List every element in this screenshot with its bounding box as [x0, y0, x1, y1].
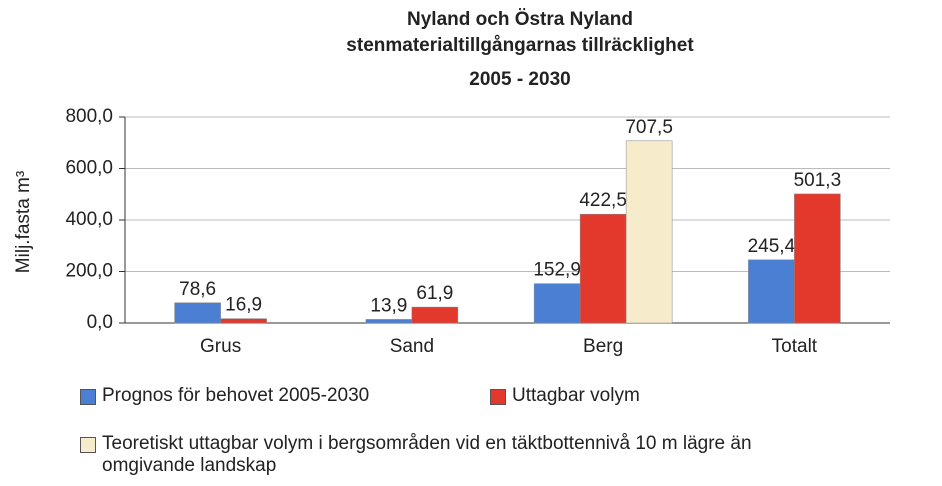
- data-label: 501,3: [794, 170, 842, 191]
- legend-swatch: [80, 389, 96, 405]
- legend-item: Prognos för behovet 2005-2030: [80, 385, 369, 407]
- bar: [579, 213, 627, 324]
- data-label: 61,9: [416, 283, 453, 304]
- y-tick-label: 400,0: [65, 209, 113, 230]
- legend-label: Prognos för behovet 2005-2030: [102, 385, 370, 406]
- x-tick-label: Berg: [583, 336, 623, 357]
- x-tick-label: Totalt: [772, 336, 818, 357]
- bar: [794, 193, 841, 324]
- bar: [365, 319, 413, 324]
- data-label: 707,5: [625, 117, 673, 138]
- chart: Nyland och Östra Nyland stenmaterialtill…: [13, 9, 890, 357]
- legend-swatch: [80, 437, 96, 453]
- y-axis-label: Milj.fasta m³: [13, 171, 34, 273]
- legend-label: Teoretiskt uttagbar volym i bergsområden…: [102, 433, 752, 476]
- bar: [220, 318, 267, 324]
- data-label: 422,5: [579, 190, 627, 211]
- x-tick-label: Sand: [390, 336, 434, 357]
- y-tick-label: 200,0: [65, 261, 113, 282]
- legend-swatch: [490, 389, 506, 405]
- bar: [533, 283, 581, 324]
- legend-item: Teoretiskt uttagbar volym i bergsområden…: [80, 433, 780, 477]
- data-label: 16,9: [225, 295, 262, 316]
- data-label: 78,6: [179, 279, 216, 300]
- chart-title: stenmaterialtillgångarnas tillräcklighet: [346, 35, 694, 56]
- data-label: 245,4: [748, 236, 796, 257]
- y-tick-label: 800,0: [65, 106, 113, 127]
- chart-title: Nyland och Östra Nyland: [407, 9, 633, 30]
- y-tick-label: 0,0: [87, 312, 113, 333]
- bar: [174, 302, 221, 324]
- data-label: 152,9: [533, 260, 581, 281]
- bar: [411, 306, 459, 324]
- legend-label: Uttagbar volym: [512, 385, 640, 406]
- y-tick-label: 600,0: [65, 158, 113, 179]
- data-label: 13,9: [370, 295, 407, 316]
- chart-subtitle: 2005 - 2030: [469, 69, 570, 90]
- bar: [748, 259, 795, 324]
- legend-item: Uttagbar volym: [490, 385, 640, 407]
- x-tick-label: Grus: [200, 336, 241, 357]
- bar: [625, 140, 673, 324]
